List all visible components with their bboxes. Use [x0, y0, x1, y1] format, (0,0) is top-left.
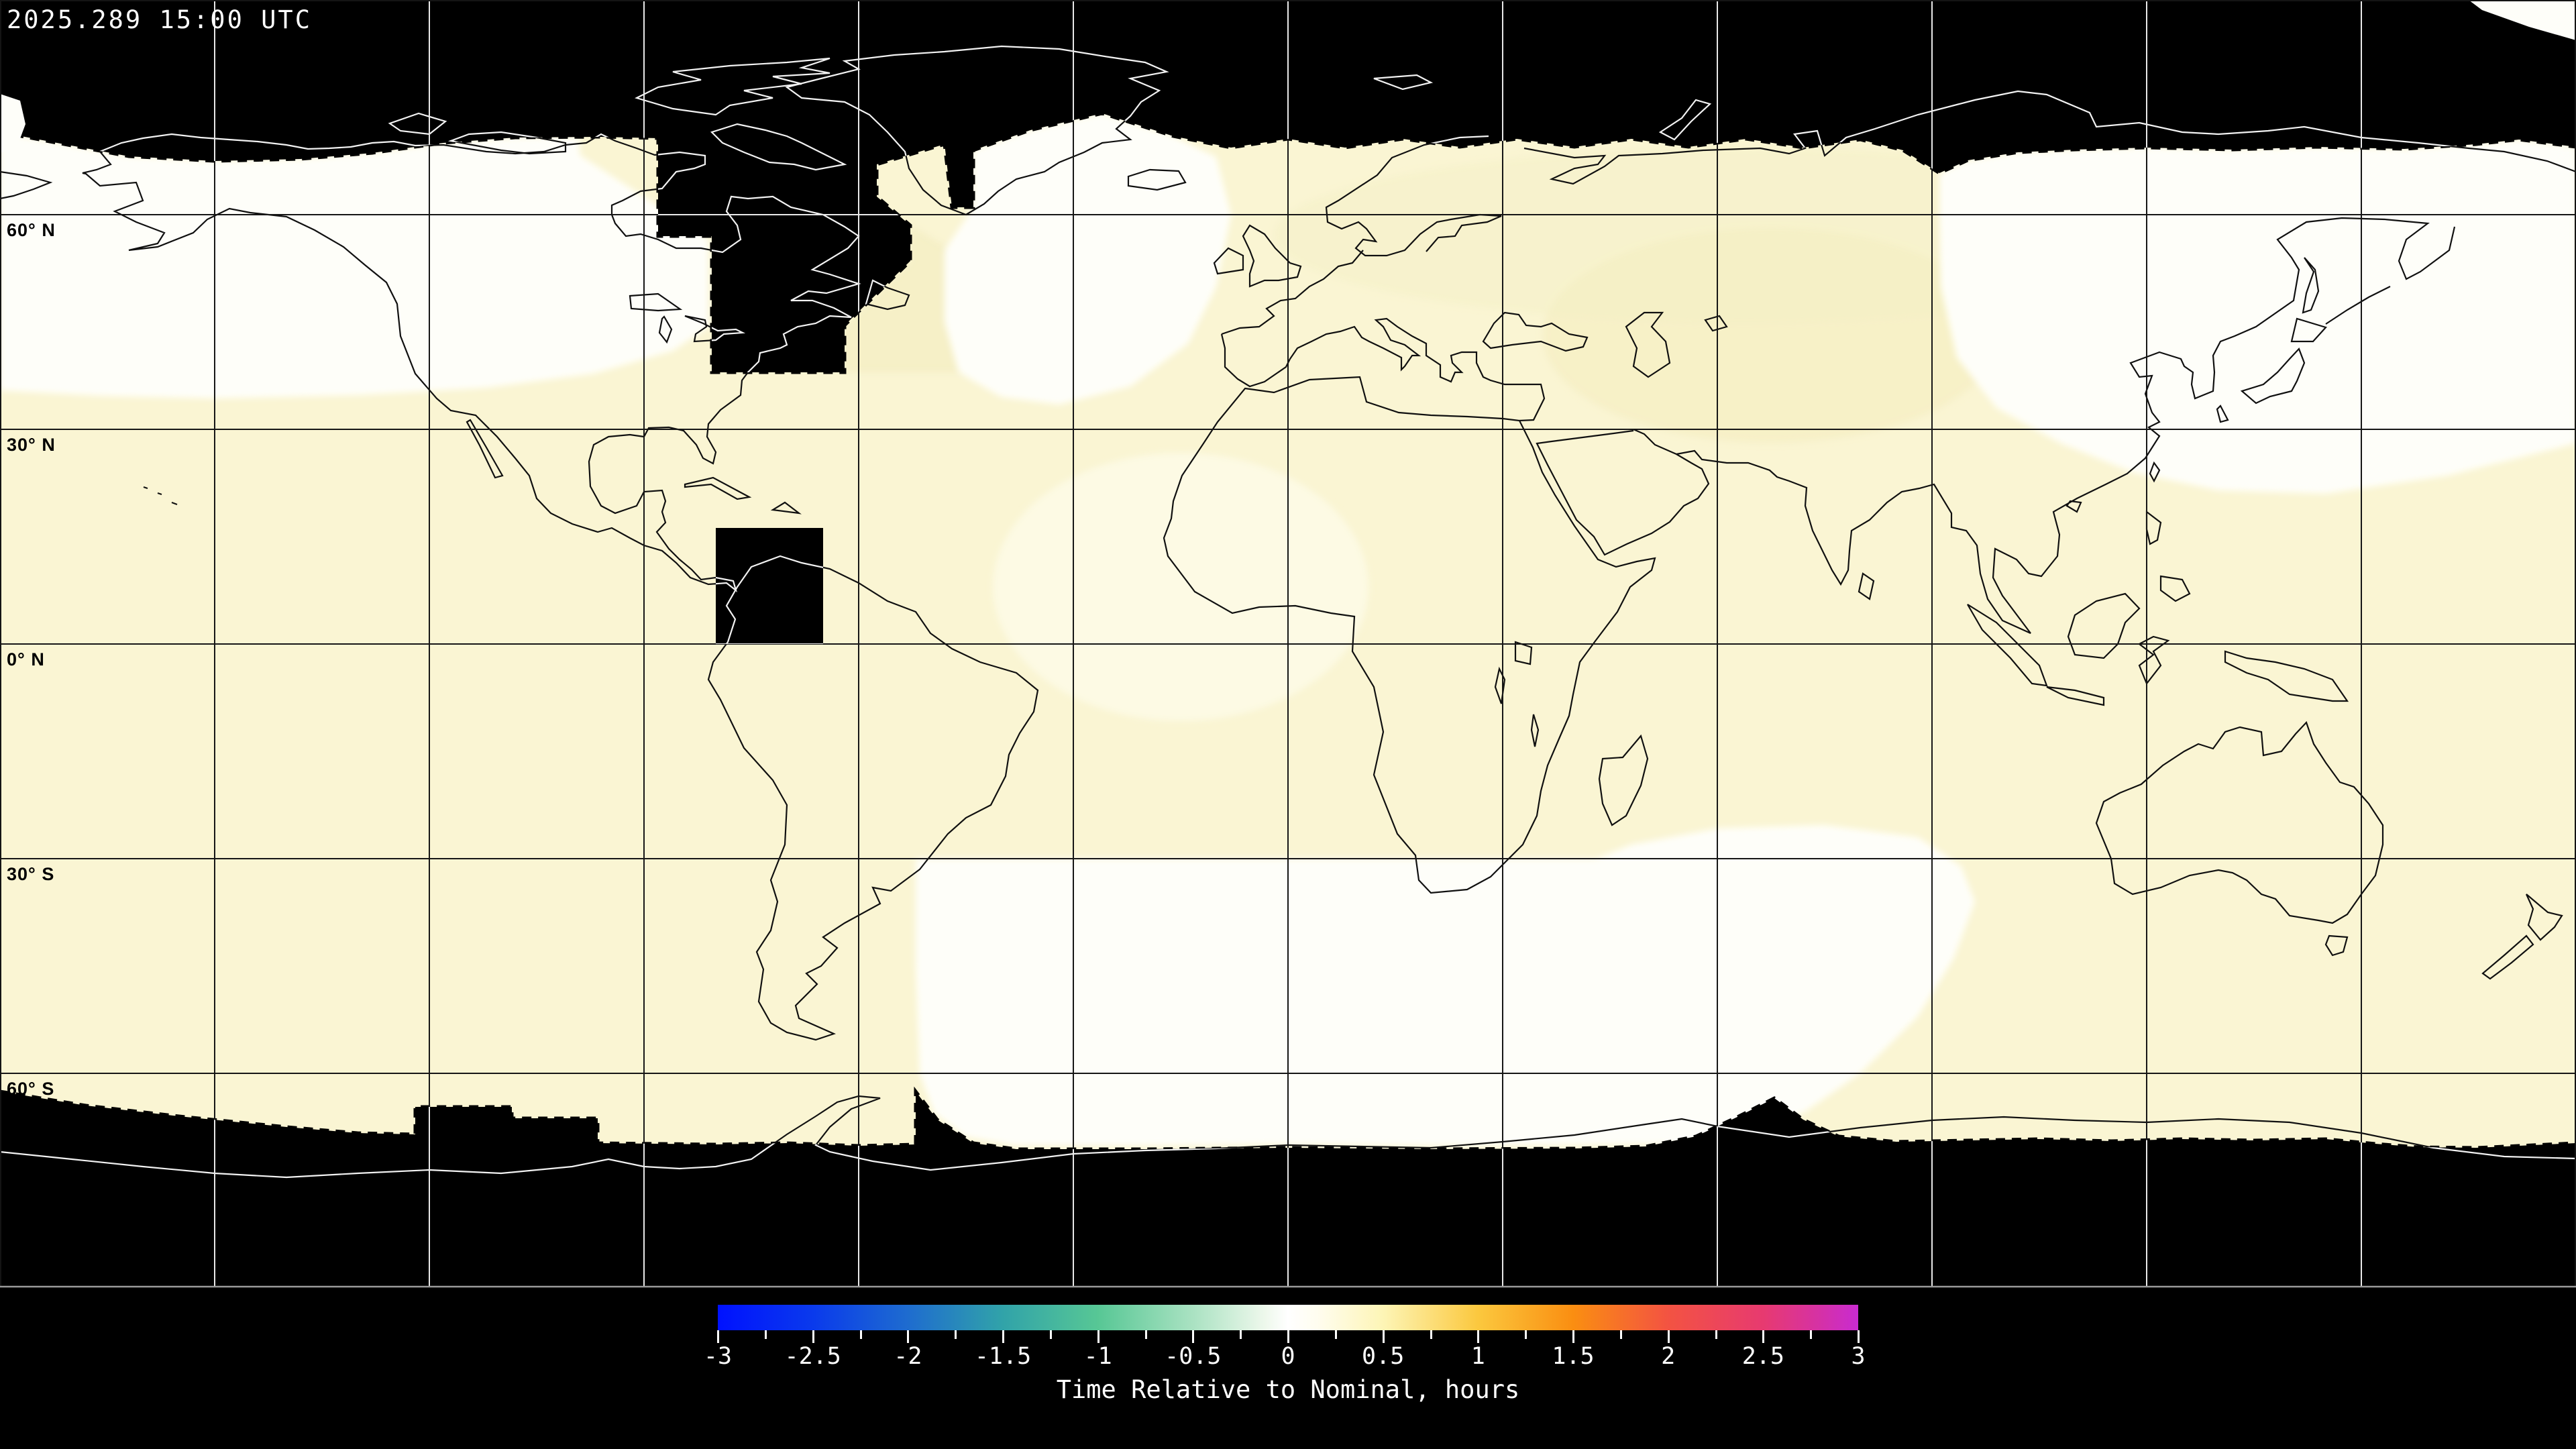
colorbar-tick	[1477, 1330, 1480, 1343]
lat-label-0n: 0° N	[7, 649, 45, 669]
colorbar-tick	[764, 1330, 767, 1339]
colorbar-tick	[1810, 1330, 1813, 1339]
colorbar-tick	[1287, 1330, 1289, 1343]
colorbar-tick-label: -1	[1083, 1343, 1112, 1370]
colorbar-tick	[1144, 1330, 1147, 1339]
colorbar-tick	[1002, 1330, 1004, 1343]
colorbar-gradient	[718, 1305, 1858, 1330]
colorbar-tick-label: 3	[1851, 1343, 1866, 1370]
colorbar-tick	[1192, 1330, 1195, 1343]
colorbar-tick	[1667, 1330, 1670, 1343]
colorbar-tick	[1430, 1330, 1432, 1339]
colorbar-tick	[1619, 1330, 1622, 1339]
lat-label-30s: 30° S	[7, 864, 55, 884]
colorbar-tick	[1240, 1330, 1242, 1339]
colorbar-tick	[717, 1330, 719, 1343]
colorbar-tick-label: 1	[1470, 1343, 1485, 1370]
colorbar-tick-label: -2.5	[784, 1343, 841, 1370]
colorbar-tick-label: -1.5	[974, 1343, 1032, 1370]
colorbar-tick	[1715, 1330, 1717, 1339]
colorbar-ticks	[717, 1330, 1860, 1346]
colorbar-tick-label: 0	[1281, 1343, 1295, 1370]
colorbar-tick-labels: -3 -2.5 -2 -1.5 -1 -0.5 0 0.5 1 1.5 2 2.5 3	[704, 1343, 1866, 1377]
colorbar-tick	[1334, 1330, 1337, 1339]
colorbar-tick-label: -3	[703, 1343, 733, 1370]
colorbar-tick	[1762, 1330, 1765, 1343]
colorbar-tick-label: 2.5	[1741, 1343, 1784, 1370]
world-map	[0, 0, 2576, 1288]
no-data-granule-south-america	[716, 528, 823, 644]
lat-label-60s: 60° S	[7, 1079, 55, 1099]
colorbar-tick-label: -2	[894, 1343, 922, 1370]
timestamp: 2025.289 15:00 UTC	[7, 5, 312, 34]
colorbar-tick	[907, 1330, 910, 1343]
colorbar-tick	[955, 1330, 957, 1339]
colorbar-caption: Time Relative to Nominal, hours	[1056, 1375, 1520, 1404]
colorbar-tick	[1525, 1330, 1527, 1339]
colorbar-tick	[1572, 1330, 1574, 1343]
graticule-dark	[0, 0, 2576, 1287]
colorbar-tick	[1097, 1330, 1099, 1343]
colorbar-tick-label: 2	[1661, 1343, 1676, 1370]
colorbar-tick-label: 1.5	[1552, 1343, 1595, 1370]
colorbar-tick	[812, 1330, 814, 1343]
colorbar-tick	[1049, 1330, 1052, 1339]
map-svg	[0, 0, 2576, 1288]
colorbar-tick-label: -0.5	[1165, 1343, 1222, 1370]
colorbar-tick-label: 0.5	[1362, 1343, 1405, 1370]
lat-label-30n: 30° N	[7, 435, 56, 455]
near-nominal-regions	[0, 113, 2576, 1146]
colorbar-tick	[1382, 1330, 1385, 1343]
lat-label-60n: 60° N	[7, 220, 56, 240]
colorbar-tick	[1858, 1330, 1860, 1343]
colorbar-tick	[859, 1330, 862, 1339]
